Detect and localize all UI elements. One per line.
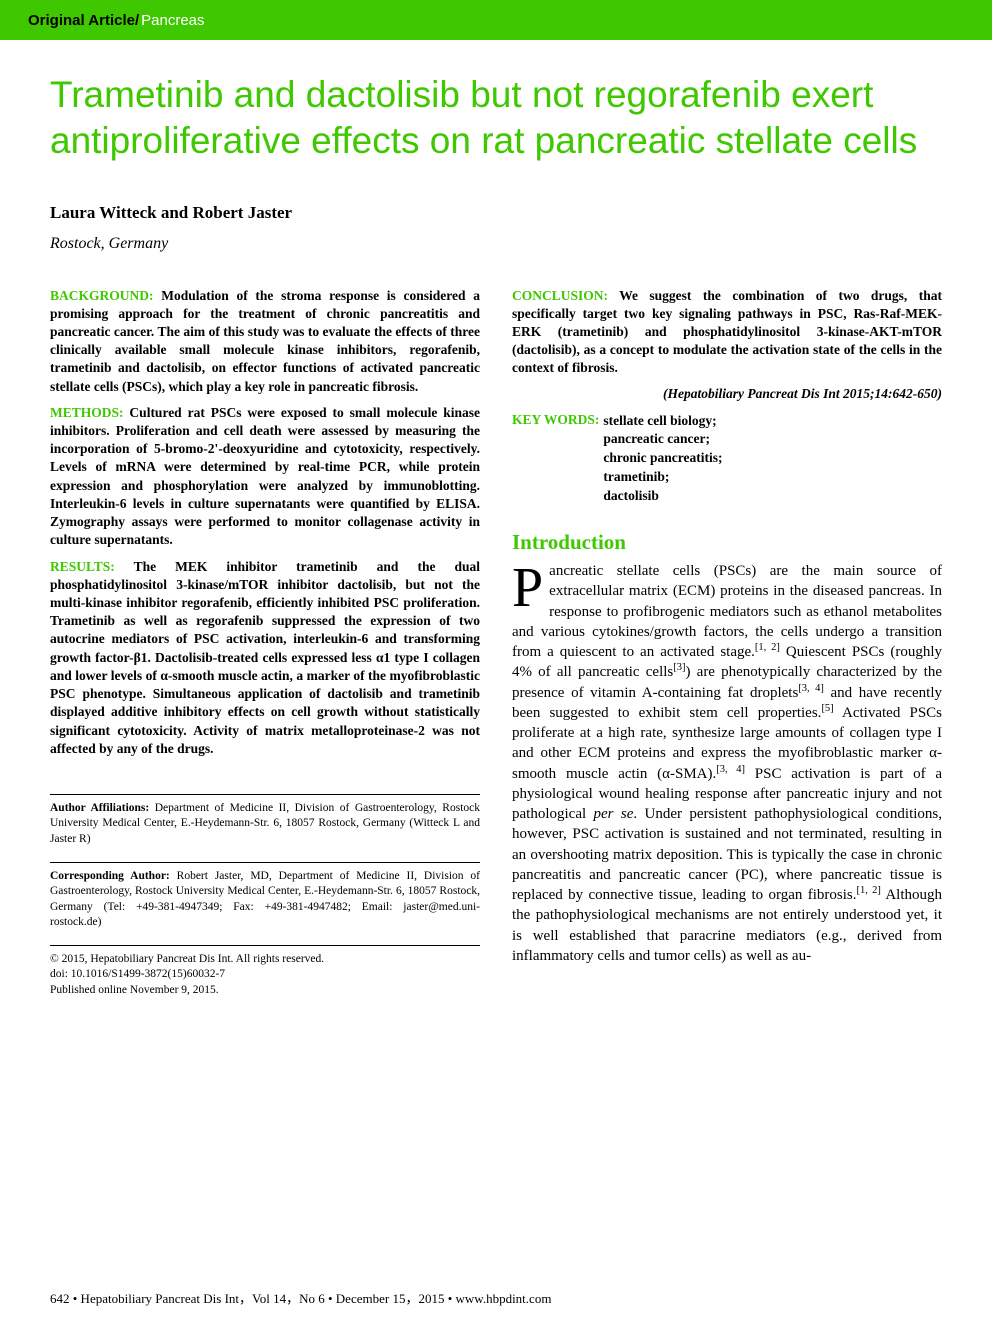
background-label: BACKGROUND: — [50, 288, 154, 303]
corresponding-author-block: Corresponding Author: Robert Jaster, MD,… — [50, 862, 480, 931]
methods-label: METHODS: — [50, 405, 124, 420]
affiliations-label: Author Affiliations: — [50, 802, 149, 814]
abstract-results: RESULTS: The MEK inhibitor trametinib an… — [50, 558, 480, 758]
two-column-layout: BACKGROUND: Modulation of the stroma res… — [0, 287, 992, 999]
page-footer: 642 • Hepatobiliary Pancreat Dis Int，Vol… — [50, 1288, 551, 1307]
citation: (Hepatobiliary Pancreat Dis Int 2015;14:… — [512, 386, 942, 402]
abstract-methods: METHODS: Cultured rat PSCs were exposed … — [50, 404, 480, 550]
copyright-block: © 2015, Hepatobiliary Pancreat Dis Int. … — [50, 945, 480, 999]
introduction-heading: Introduction — [512, 530, 942, 555]
authors: Laura Witteck and Robert Jaster — [0, 177, 992, 229]
methods-text: Cultured rat PSCs were exposed to small … — [50, 405, 480, 548]
right-column: CONCLUSION: We suggest the combination o… — [512, 287, 942, 999]
journal-section-bar: Original Article/ Pancreas — [0, 0, 992, 40]
affiliation: Rostock, Germany — [0, 229, 992, 287]
keywords-label: KEY WORDS: — [512, 412, 599, 506]
corresponding-label: Corresponding Author: — [50, 870, 170, 882]
intro-text: ancreatic stellate cells (PSCs) are the … — [512, 563, 942, 964]
left-column: BACKGROUND: Modulation of the stroma res… — [50, 287, 480, 999]
keywords-block: KEY WORDS: stellate cell biology; pancre… — [512, 412, 942, 506]
results-label: RESULTS: — [50, 559, 115, 574]
page-number: 642 — [50, 1291, 70, 1306]
results-text: The MEK inhibitor trametinib and the dua… — [50, 559, 480, 756]
keywords-list: stellate cell biology; pancreatic cancer… — [603, 412, 722, 506]
dropcap: P — [512, 561, 549, 613]
abstract-conclusion: CONCLUSION: We suggest the combination o… — [512, 287, 942, 378]
section-sub: Pancreas — [141, 12, 204, 29]
abstract-background: BACKGROUND: Modulation of the stroma res… — [50, 287, 480, 396]
section-category: Original Article/ — [28, 12, 139, 29]
conclusion-label: CONCLUSION: — [512, 288, 608, 303]
author-affiliations-block: Author Affiliations: Department of Medic… — [50, 794, 480, 848]
journal-footer: • Hepatobiliary Pancreat Dis Int，Vol 14，… — [70, 1291, 552, 1306]
article-title: Trametinib and dactolisib but not regora… — [50, 72, 942, 165]
background-text: Modulation of the stroma response is con… — [50, 288, 480, 394]
copyright-text: © 2015, Hepatobiliary Pancreat Dis Int. … — [50, 952, 480, 999]
introduction-body: Pancreatic stellate cells (PSCs) are the… — [512, 561, 942, 966]
title-block: Trametinib and dactolisib but not regora… — [0, 40, 992, 177]
